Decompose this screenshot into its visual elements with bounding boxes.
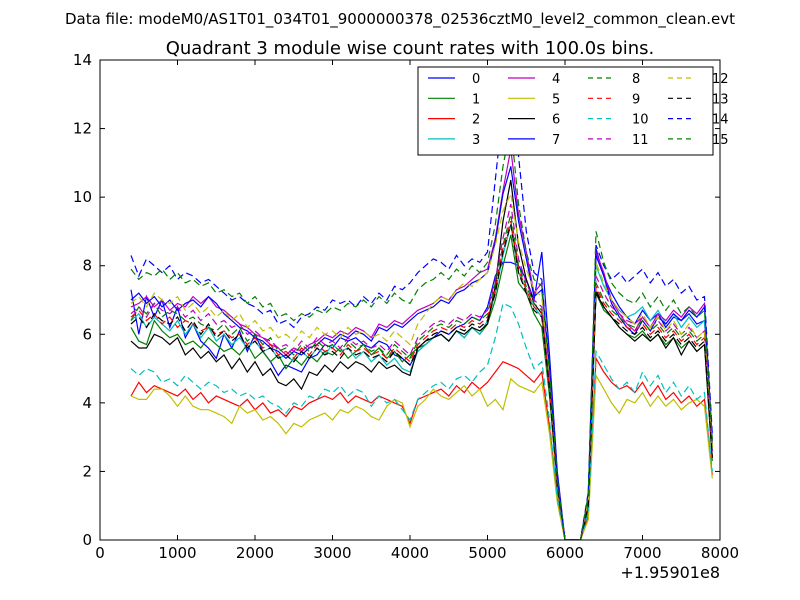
legend-label-13: 13: [712, 92, 729, 107]
legend-label-8: 8: [632, 72, 640, 87]
series-line-7: [130, 166, 713, 540]
legend-label-9: 9: [632, 92, 640, 107]
data-file-label: Data file: modeM0/AS1T01_034T01_90000003…: [65, 10, 735, 29]
legend-label-12: 12: [712, 72, 729, 87]
x-tick-label: 7000: [623, 544, 661, 562]
legend-label-10: 10: [632, 113, 649, 128]
series-line-14: [130, 66, 713, 540]
x-tick-label: 0: [95, 544, 105, 562]
series-line-6: [130, 179, 713, 540]
legend-label-14: 14: [712, 113, 729, 128]
legend-label-15: 15: [712, 133, 729, 148]
plot-frame: [99, 59, 721, 541]
legend-label-5: 5: [552, 92, 560, 107]
series-line-5: [130, 373, 713, 540]
series-line-4: [130, 148, 713, 540]
series-line-11: [130, 203, 713, 540]
legend-box: [417, 66, 714, 156]
y-tick-label: 8: [82, 257, 92, 275]
y-tick-label: 4: [82, 394, 92, 412]
x-tick-label: 6000: [546, 544, 584, 562]
x-tick-label: 4000: [391, 544, 429, 562]
legend-label-7: 7: [552, 133, 560, 148]
x-tick-label: 5000: [468, 544, 506, 562]
y-tick-label: 0: [82, 531, 92, 549]
series-line-13: [130, 224, 713, 540]
x-tick-label: 3000: [313, 544, 351, 562]
legend-label-3: 3: [472, 133, 480, 148]
x-tick-label: 2000: [236, 544, 274, 562]
series-line-10: [130, 302, 713, 540]
legend-label-6: 6: [552, 113, 560, 128]
series-line-0: [130, 248, 713, 540]
series-line-2: [130, 356, 713, 540]
y-tick-label: 12: [73, 120, 92, 138]
series-line-8: [130, 214, 713, 540]
legend-label-0: 0: [472, 72, 480, 87]
axis-ticks: 0 1000 2000 3000 4000 5000 6000 7000 80000246810…: [73, 51, 739, 562]
y-tick-label: 2: [82, 462, 92, 480]
legend-label-11: 11: [632, 133, 649, 148]
x-tick-label: 1000: [158, 544, 196, 562]
x-tick-label: 8000: [701, 544, 739, 562]
y-tick-label: 10: [73, 188, 92, 206]
chart-title: Quadrant 3 module wise count rates with …: [166, 38, 655, 59]
legend-label-4: 4: [552, 72, 560, 87]
series-line-9: [130, 220, 713, 540]
legend-label-2: 2: [472, 113, 480, 128]
series-line-12: [130, 191, 713, 540]
series-line-3: [130, 224, 713, 540]
legend-label-1: 1: [472, 92, 480, 107]
x-offset-label: +1.95901e8: [620, 563, 720, 582]
plot-area: [130, 66, 713, 540]
y-tick-label: 6: [82, 325, 92, 343]
y-tick-label: 14: [73, 51, 92, 69]
series-line-15: [130, 124, 713, 540]
